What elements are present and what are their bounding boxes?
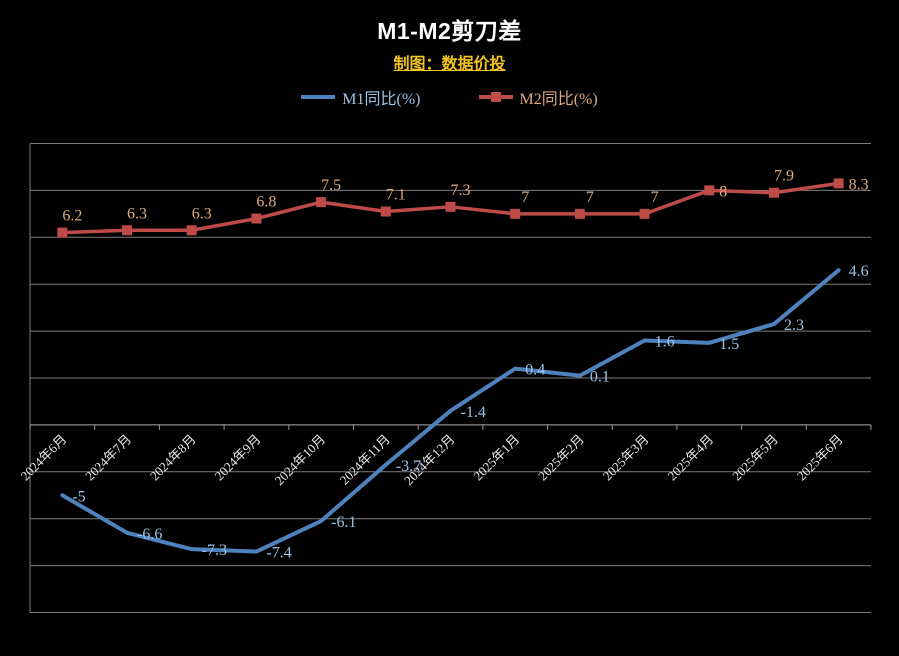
m2-data-label: 7.5 <box>321 177 341 194</box>
m2-marker <box>574 208 585 219</box>
x-tick-label: 2025年2月 <box>535 431 587 483</box>
chart-legend: M1同比(%) M2同比(%) <box>0 85 899 109</box>
x-tick-label: 2024年10月 <box>272 431 329 488</box>
m1-data-label: -6.6 <box>137 526 162 543</box>
m2-data-label: 6.3 <box>192 205 212 222</box>
m1-data-label: -7.4 <box>266 545 291 562</box>
x-axis-labels: 2024年6月 2024年7月 2024年8月 2024年9月 2024年10月 2024… <box>17 431 845 488</box>
series-m1-labels: -5 -6.6 -7.3 -7.4 -6.1 -3.7 -1.4 0.4 0.1 1.6 1.5 2.… <box>72 263 868 561</box>
m2-marker <box>122 225 133 236</box>
m2-marker <box>704 185 715 196</box>
m2-marker <box>768 187 779 198</box>
m2-marker <box>186 225 197 236</box>
m2-marker <box>833 178 844 189</box>
x-tick-label: 2025年5月 <box>729 431 781 483</box>
series-m1 <box>60 268 841 554</box>
m2-marker <box>251 213 262 224</box>
series-m2 <box>57 178 844 238</box>
x-tick-label: 2025年1月 <box>470 431 522 483</box>
x-tick-label: 2025年6月 <box>794 431 846 483</box>
m2-data-label: 6.2 <box>62 208 82 225</box>
legend-label-m2: M2同比(%) <box>519 91 598 108</box>
m1-data-label: 0.1 <box>590 369 610 386</box>
legend-label-m1: M1同比(%) <box>342 91 421 108</box>
m2-data-label: 6.8 <box>256 194 276 211</box>
x-tick-label: 2024年11月 <box>337 431 393 487</box>
m1-data-label: 2.3 <box>784 317 804 334</box>
m2-marker <box>639 208 650 219</box>
m2-marker-swatch <box>490 92 501 102</box>
chart-subtitle: 制图：数据价投 <box>393 56 506 73</box>
m2-data-label: 7.9 <box>774 168 794 185</box>
x-tick-label: 2024年6月 <box>17 431 69 483</box>
m2-data-label: 8 <box>719 183 727 200</box>
m1-data-label: 1.5 <box>719 336 739 353</box>
m1-data-label: -7.3 <box>202 542 227 559</box>
m1-data-label: 4.6 <box>849 263 869 280</box>
m2-marker <box>510 208 521 219</box>
x-tick-label: 2025年4月 <box>664 431 716 483</box>
m2-line-swatch <box>478 92 513 102</box>
m2-marker <box>316 197 327 208</box>
m1-line-swatch <box>301 95 336 99</box>
m2-data-label: 7 <box>586 189 594 206</box>
chart-title: M1-M2剪刀差 <box>377 18 522 44</box>
x-tick-label: 2024年9月 <box>212 431 264 483</box>
m1-line <box>60 268 841 554</box>
m1-data-label: 0.4 <box>525 362 545 379</box>
m2-data-label: 7.3 <box>451 182 471 199</box>
m2-data-label: 6.3 <box>127 205 147 222</box>
m2-data-label: 8.3 <box>849 176 869 193</box>
m1-data-label: -1.4 <box>461 404 486 421</box>
legend-item-m2: M2同比(%) <box>478 85 598 109</box>
series-m2-labels: 6.2 6.3 6.3 6.8 7.5 7.1 7.3 7 7 7 8 7.9 8.3 <box>62 168 868 225</box>
m2-marker <box>380 206 391 217</box>
m1-data-label: 1.6 <box>655 333 675 350</box>
m1-data-label: -5 <box>72 488 85 505</box>
x-tick-label: 2024年8月 <box>147 431 199 483</box>
m2-data-label: 7.1 <box>386 187 406 204</box>
x-tick-label: 2024年7月 <box>82 431 134 483</box>
x-axis <box>29 424 872 430</box>
m1-data-label: -6.1 <box>331 514 356 531</box>
m2-data-label: 7 <box>651 189 659 206</box>
x-tick-label: 2025年3月 <box>600 431 652 483</box>
legend-item-m1: M1同比(%) <box>301 85 421 109</box>
m2-marker <box>57 227 68 238</box>
m2-data-label: 7 <box>521 189 529 206</box>
m1-data-label: -3.7 <box>396 458 421 475</box>
m2-marker <box>445 201 456 212</box>
